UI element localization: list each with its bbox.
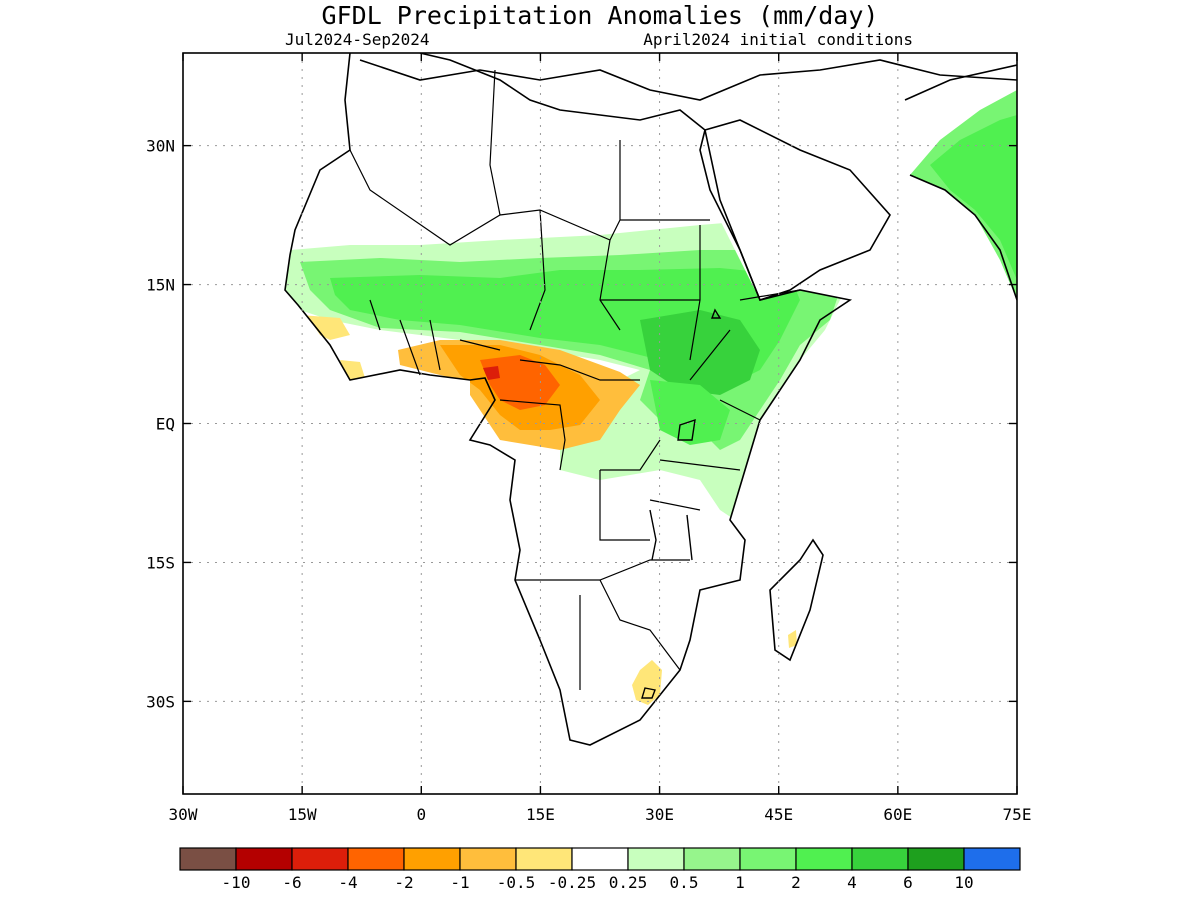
colorbar-label: 0.5: [670, 873, 699, 892]
colorbar-label: 0.25: [609, 873, 648, 892]
lon-tick-label: 45E: [764, 805, 793, 824]
colorbar-swatch: [963, 847, 1021, 871]
colorbar-swatch: [739, 847, 797, 871]
anomaly-east-africa-green: [650, 380, 730, 445]
anomaly-madagascar-yellow: [788, 630, 797, 648]
lon-tick-label: 0: [416, 805, 426, 824]
lat-tick-label: 15N: [146, 276, 175, 295]
lat-tick-label: 30N: [146, 137, 175, 156]
arabia-coastline: [704, 119, 891, 301]
colorbar-label: 6: [903, 873, 913, 892]
colorbar-label: -2: [394, 873, 413, 892]
colorbar-label: 4: [847, 873, 857, 892]
india-coastline: [904, 64, 1017, 301]
coastlines-and-borders: [284, 53, 1017, 746]
colorbar-swatch: [291, 847, 349, 871]
colorbar-swatch: [459, 847, 517, 871]
anomaly-south-africa-yellow: [632, 660, 662, 705]
map-title: GFDL Precipitation Anomalies (mm/day): [322, 1, 879, 30]
anomaly-cameroon-red: [483, 366, 500, 380]
colorbar-swatch: [683, 847, 741, 871]
colorbar-swatch: [235, 847, 293, 871]
lat-tick-label: 15S: [146, 553, 175, 572]
colorbar-label: -1: [450, 873, 469, 892]
madagascar-coastline: [769, 538, 824, 662]
lon-tick-label: 15E: [526, 805, 555, 824]
anomaly-cameroon-dark-orange: [480, 355, 560, 410]
anomaly-india-dark-green: [930, 115, 1017, 280]
colorbar-label: -10: [222, 873, 251, 892]
latitude-axis: 30N 15N EQ 15S 30S: [146, 137, 1017, 711]
lakes: [641, 308, 722, 699]
colorbar-label: 1: [735, 873, 745, 892]
colorbar-swatch: [907, 847, 965, 871]
map-gridlines: [183, 53, 1017, 794]
europe-coastline: [359, 59, 1017, 101]
colorbar: -10 -6 -4 -2 -1 -0.5 -0.25 0.25 0.5 1 2 4 6 10: [179, 847, 1021, 892]
lon-tick-label: 60E: [883, 805, 912, 824]
colorbar-swatch: [795, 847, 853, 871]
colorbar-swatch: [515, 847, 573, 871]
lon-tick-label: 15W: [288, 805, 317, 824]
colorbar-label: 10: [954, 873, 973, 892]
anomaly-fields: [285, 90, 1017, 705]
colorbar-label: -4: [338, 873, 357, 892]
colorbar-swatch: [403, 847, 461, 871]
season-label: Jul2024-Sep2024: [285, 30, 430, 49]
colorbar-swatch: [851, 847, 909, 871]
colorbar-swatch: [627, 847, 685, 871]
lon-tick-label: 75E: [1003, 805, 1032, 824]
anomaly-ethiopia-green: [640, 310, 760, 395]
colorbar-swatch: [347, 847, 405, 871]
colorbar-swatch: [179, 847, 237, 871]
lon-tick-label: 30W: [169, 805, 198, 824]
africa-coastline: [284, 53, 853, 746]
colorbar-swatch: [571, 847, 629, 871]
anomaly-guinea-yellow: [300, 315, 350, 340]
country-borders: [349, 69, 801, 690]
colorbar-label: 2: [791, 873, 801, 892]
longitude-axis: 30W 15W 0 15E 30E 45E 60E 75E: [169, 53, 1032, 824]
colorbar-label: -0.5: [497, 873, 536, 892]
init-conditions-label: April2024 initial conditions: [643, 30, 913, 49]
colorbar-label: -6: [282, 873, 301, 892]
lat-tick-label: 30S: [146, 692, 175, 711]
lat-tick-label: EQ: [156, 415, 175, 434]
lon-tick-label: 30E: [645, 805, 674, 824]
colorbar-label: -0.25: [548, 873, 596, 892]
